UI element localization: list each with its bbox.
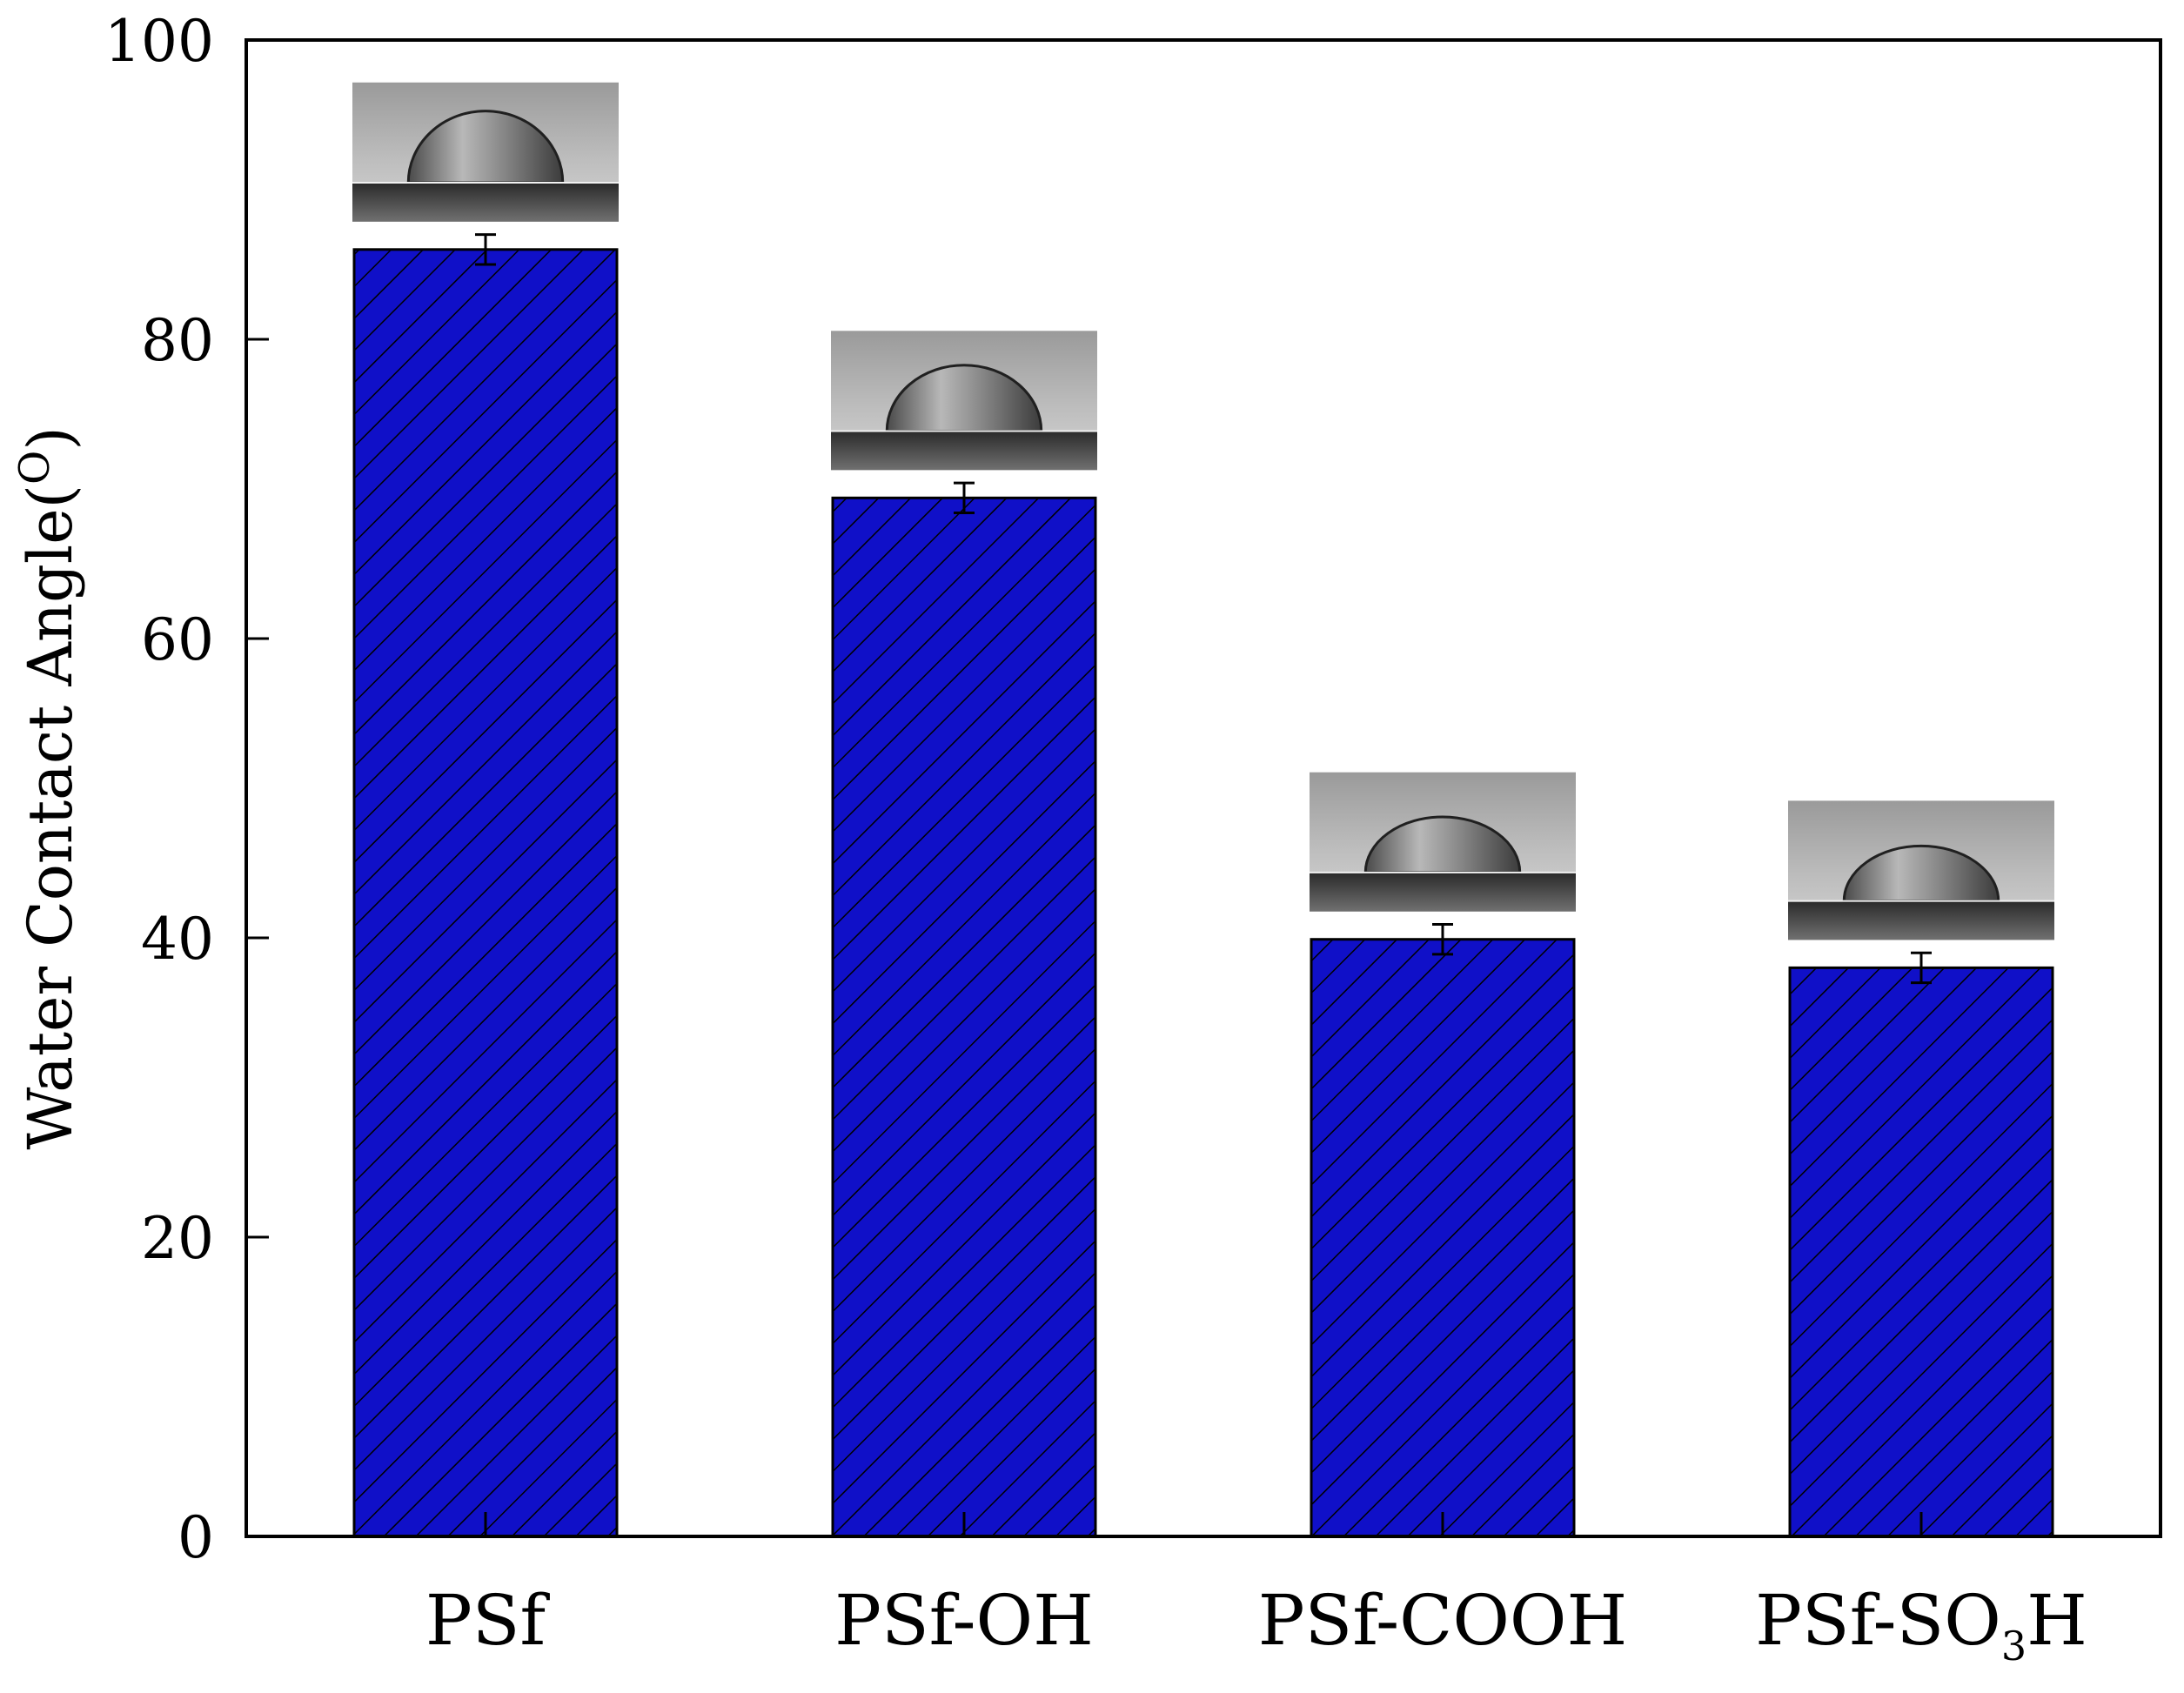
y-tick-label: 20 bbox=[141, 1205, 214, 1272]
y-axis-label-degree: O bbox=[10, 451, 59, 485]
error-bar bbox=[475, 233, 496, 266]
x-tick-label: PSf-SO3H bbox=[1755, 1580, 2087, 1670]
error-bar bbox=[954, 481, 975, 515]
plot-frame bbox=[245, 38, 2162, 1538]
bar bbox=[1788, 966, 2054, 1538]
bars bbox=[352, 248, 2054, 1538]
bar bbox=[352, 248, 619, 1538]
y-tick-label: 60 bbox=[141, 606, 214, 673]
error-bar bbox=[1432, 923, 1453, 956]
x-tick-label: PSf-COOH bbox=[1258, 1580, 1628, 1661]
y-tick-labels: 0 20 40 60 80 100 bbox=[104, 8, 214, 1571]
x-tick-label: PSf-OH bbox=[834, 1580, 1094, 1661]
y-axis-label: Water Contact Angle(O) bbox=[10, 426, 86, 1149]
bar bbox=[831, 496, 1097, 1538]
x-tick-label: PSf bbox=[425, 1580, 551, 1661]
y-tick-label: 0 bbox=[178, 1504, 214, 1571]
droplet-inset-image bbox=[1310, 772, 1576, 912]
error-bars bbox=[475, 233, 1932, 985]
droplet-inset-image bbox=[831, 331, 1097, 471]
droplet-inset-image bbox=[352, 82, 619, 222]
droplet-insets bbox=[352, 82, 2054, 940]
droplet-inset-image bbox=[1788, 800, 2054, 940]
y-axis-ticks bbox=[246, 38, 269, 1538]
y-tick-label: 40 bbox=[141, 906, 214, 973]
y-axis-label-text: Water Contact Angle( bbox=[15, 485, 86, 1150]
error-bar bbox=[1911, 951, 1932, 985]
x-axis-ticks bbox=[484, 1512, 1923, 1536]
y-tick-label: 80 bbox=[141, 307, 214, 374]
y-tick-label: 100 bbox=[104, 8, 214, 75]
bar bbox=[1310, 938, 1576, 1538]
x-tick-labels: PSf PSf-OH PSf-COOH PSf-SO3H bbox=[425, 1580, 2087, 1670]
y-axis-label-close: ) bbox=[15, 426, 86, 450]
